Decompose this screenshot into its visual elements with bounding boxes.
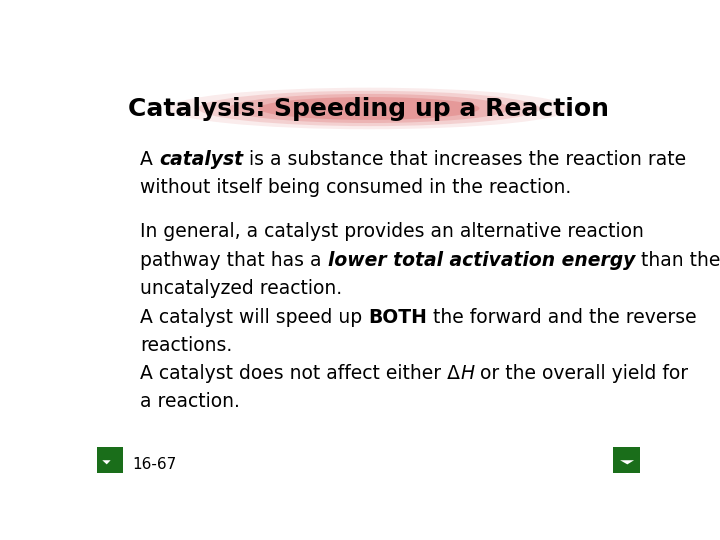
Text: A: A (140, 150, 159, 168)
Ellipse shape (258, 97, 480, 120)
Text: Catalysis: Speeding up a Reaction: Catalysis: Speeding up a Reaction (128, 97, 610, 122)
Text: a reaction.: a reaction. (140, 392, 240, 411)
Text: 16-67: 16-67 (132, 457, 176, 472)
Text: catalyst: catalyst (159, 150, 243, 168)
Text: reactions.: reactions. (140, 336, 233, 355)
Text: without itself being consumed in the reaction.: without itself being consumed in the rea… (140, 178, 572, 197)
Text: A catalyst does not affect either Δ: A catalyst does not affect either Δ (140, 364, 460, 383)
Bar (613, 447, 640, 473)
Ellipse shape (168, 87, 570, 129)
Text: uncatalyzed reaction.: uncatalyzed reaction. (140, 279, 342, 298)
Text: the forward and the reverse: the forward and the reverse (427, 308, 697, 327)
Polygon shape (620, 460, 634, 464)
Text: H: H (460, 364, 474, 383)
Text: or the overall yield for: or the overall yield for (474, 364, 688, 383)
Text: BOTH: BOTH (369, 308, 427, 327)
Text: is a substance that increases the reaction rate: is a substance that increases the reacti… (243, 150, 686, 168)
Text: In general, a catalyst provides an alternative reaction: In general, a catalyst provides an alter… (140, 222, 644, 241)
Text: A catalyst will speed up: A catalyst will speed up (140, 308, 369, 327)
Ellipse shape (198, 91, 540, 126)
Polygon shape (102, 460, 111, 464)
Text: pathway that has a: pathway that has a (140, 251, 328, 269)
Text: than the: than the (635, 251, 720, 269)
Ellipse shape (228, 94, 510, 123)
Bar (96, 447, 124, 473)
Text: lower total activation energy: lower total activation energy (328, 251, 635, 269)
